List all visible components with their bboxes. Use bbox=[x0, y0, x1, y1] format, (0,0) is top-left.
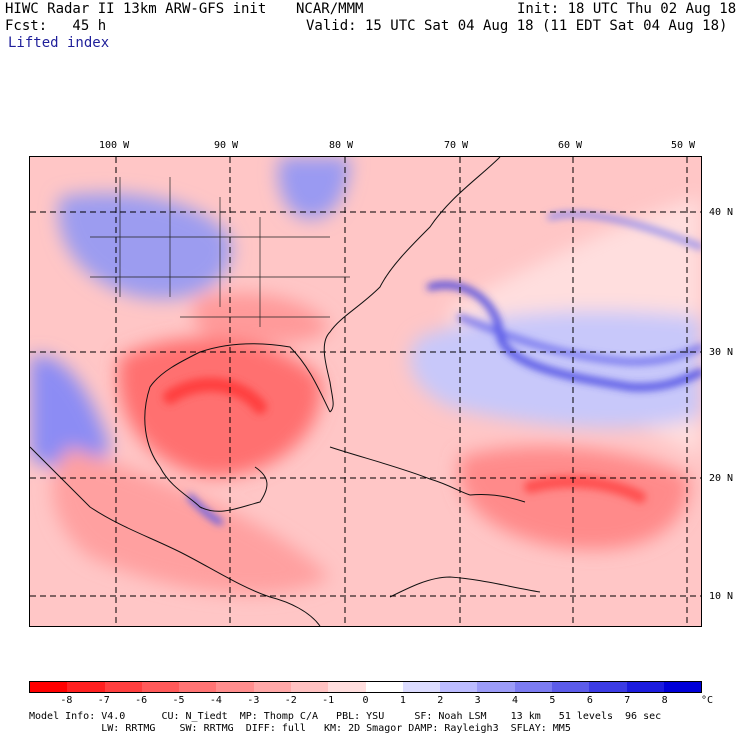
colorbar-tick-label: 5 bbox=[549, 695, 556, 706]
colorbar-swatch bbox=[253, 682, 291, 692]
center-label: NCAR/MMM bbox=[296, 1, 364, 17]
field-caribbean-core bbox=[524, 475, 646, 503]
lon-label-60w: 60 W bbox=[558, 140, 583, 151]
coastline-south-america bbox=[389, 576, 541, 598]
lon-label-50w: 50 W bbox=[671, 140, 696, 151]
colorbar-swatch bbox=[589, 682, 627, 692]
colorbar-tick-label: -3 bbox=[247, 695, 260, 706]
field-gulf-core bbox=[163, 377, 267, 414]
forecast-hour: Fcst: 45 h bbox=[5, 18, 107, 34]
coastline-hispaniola bbox=[469, 494, 526, 503]
colorbar-swatch bbox=[179, 682, 217, 692]
colorbar-tick-label: -5 bbox=[172, 695, 185, 706]
field-caribbean-unstable bbox=[458, 446, 690, 550]
colorbar-swatch bbox=[30, 682, 68, 692]
field-plains-stable bbox=[58, 193, 232, 299]
colorbar-tick-label: 3 bbox=[474, 695, 481, 706]
field-central-america-unstable bbox=[52, 447, 330, 595]
field-name: Lifted index bbox=[8, 35, 110, 51]
colorbar-tick-label: 7 bbox=[624, 695, 631, 706]
colorbar-tick-label: 4 bbox=[512, 695, 519, 706]
field-atlantic-blue-band-1 bbox=[427, 282, 701, 391]
colorbar-swatch bbox=[104, 682, 142, 692]
colorbar-swatch bbox=[626, 682, 664, 692]
colorbar-swatch bbox=[365, 682, 403, 692]
colorbar-tick-label: 6 bbox=[586, 695, 593, 706]
colorbar-swatch bbox=[216, 682, 254, 692]
lifted-index-map bbox=[29, 156, 702, 627]
colorbar-tick-label: -1 bbox=[322, 695, 335, 706]
coastline-cuba bbox=[329, 446, 471, 496]
colorbar-swatch bbox=[551, 682, 590, 692]
colorbar-tick-label: 2 bbox=[437, 695, 444, 706]
coastline-us-east bbox=[323, 157, 501, 413]
colorbar-swatch bbox=[477, 682, 515, 692]
colorbar-swatch bbox=[141, 682, 180, 692]
colorbar-tick-label: -2 bbox=[284, 695, 297, 706]
colorbar-unit: °C bbox=[700, 695, 714, 706]
lon-label-90w: 90 W bbox=[214, 140, 239, 151]
lat-label-30n: 30 N bbox=[709, 347, 734, 358]
colorbar-swatch bbox=[514, 682, 552, 692]
field-atlantic-blue-band-2 bbox=[457, 314, 701, 365]
init-time: Init: 18 UTC Thu 02 Aug 18 bbox=[517, 1, 737, 17]
field-mexico-stable bbox=[30, 355, 110, 471]
footer-physics-info: LW: RRTMG SW: RRTMG DIFF: full KM: 2D Sm… bbox=[29, 723, 571, 734]
colorbar-tick-label: 1 bbox=[399, 695, 406, 706]
field-southeast-unstable bbox=[193, 293, 330, 344]
map-canvas bbox=[30, 157, 701, 626]
colorbar bbox=[29, 681, 702, 693]
colorbar-swatch bbox=[67, 682, 105, 692]
model-title: HIWC Radar II 13km ARW-GFS init bbox=[5, 1, 267, 17]
colorbar-tick-label: -8 bbox=[60, 695, 73, 706]
colorbar-tick-label: -6 bbox=[135, 695, 148, 706]
lon-label-70w: 70 W bbox=[444, 140, 469, 151]
colorbar-swatch bbox=[328, 682, 366, 692]
colorbar-swatch bbox=[663, 682, 702, 692]
field-yucatan-stable bbox=[187, 494, 223, 525]
colorbar-swatch bbox=[440, 682, 478, 692]
colorbar-swatch bbox=[402, 682, 441, 692]
lon-label-100w: 100 W bbox=[99, 140, 130, 151]
coastline-gulf bbox=[144, 343, 331, 512]
field-great-lakes-stable bbox=[278, 157, 350, 219]
colorbar-tick-label: 0 bbox=[362, 695, 369, 706]
colorbar-tick-label: 8 bbox=[661, 695, 668, 706]
colorbar-tick-label: -4 bbox=[209, 695, 222, 706]
lat-label-20n: 20 N bbox=[709, 473, 734, 484]
state-borders-sketch bbox=[90, 177, 350, 327]
lat-label-40n: 40 N bbox=[709, 207, 734, 218]
lat-label-10n: 10 N bbox=[709, 591, 734, 602]
field-gulf-unstable bbox=[118, 338, 322, 477]
colorbar-tick-label: -7 bbox=[97, 695, 110, 706]
lon-label-80w: 80 W bbox=[329, 140, 354, 151]
field-atlantic-blue-band-3 bbox=[547, 211, 701, 250]
footer-model-info: Model Info: V4.0 CU: N_Tiedt MP: Thomp C… bbox=[29, 711, 662, 722]
colorbar-swatch bbox=[290, 682, 329, 692]
valid-time: Valid: 15 UTC Sat 04 Aug 18 (11 EDT Sat … bbox=[306, 18, 728, 34]
coastline-mexico-west bbox=[30, 446, 321, 626]
